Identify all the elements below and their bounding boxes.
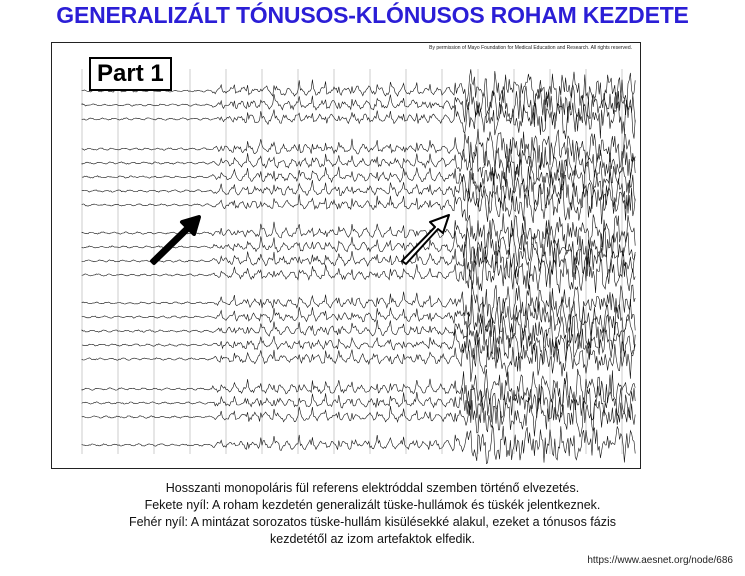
eeg-channel-trace — [81, 425, 636, 465]
eeg-channel-trace — [81, 280, 636, 324]
slide-title: GENERALIZÁLT TÓNUSOS-KLÓNUSOS ROHAM KEZD… — [56, 2, 689, 28]
caption-line-4: kezdetétől az izom artefaktok elfedik. — [270, 532, 475, 546]
eeg-channel-trace — [81, 368, 636, 410]
eeg-channel-trace — [81, 144, 636, 183]
eeg-channel-trace — [81, 294, 636, 337]
eeg-channel-trace — [81, 312, 636, 351]
eeg-channel-trace — [81, 243, 636, 280]
caption-line-3: Fehér nyíl: A mintázat sorozatos tüske-h… — [128, 515, 617, 529]
eeg-figure: Part 1 By permission of Mayo Foundation … — [51, 42, 641, 469]
caption-line-2: Fekete nyíl: A roham kezdetén generalizá… — [144, 498, 601, 512]
eeg-channel-trace — [81, 101, 636, 139]
source-url: https://www.aesnet.org/node/686 — [587, 555, 733, 566]
eeg-channel-trace — [81, 397, 636, 438]
black-arrow-icon — [150, 215, 201, 265]
part-label: Part 1 — [89, 57, 172, 91]
eeg-channel-trace — [81, 256, 636, 294]
eeg-channel-trace — [81, 171, 636, 212]
eeg-channel-trace — [81, 327, 636, 364]
eeg-channel-trace — [81, 339, 636, 382]
eeg-channel-trace — [81, 227, 636, 267]
permission-note: By permission of Mayo Foundation for Med… — [429, 45, 632, 51]
eeg-channel-trace — [81, 213, 636, 251]
eeg-channel-trace — [81, 382, 636, 423]
eeg-channel-trace — [81, 69, 636, 112]
eeg-channel-trace — [81, 156, 636, 195]
eeg-channel-trace — [81, 184, 636, 225]
caption-line-1: Hosszanti monopoláris fül referens elekt… — [165, 481, 580, 495]
white-arrow-icon — [401, 214, 450, 265]
eeg-channel-trace — [81, 83, 636, 124]
eeg-channel-trace — [81, 128, 636, 169]
eeg-traces — [81, 69, 636, 465]
